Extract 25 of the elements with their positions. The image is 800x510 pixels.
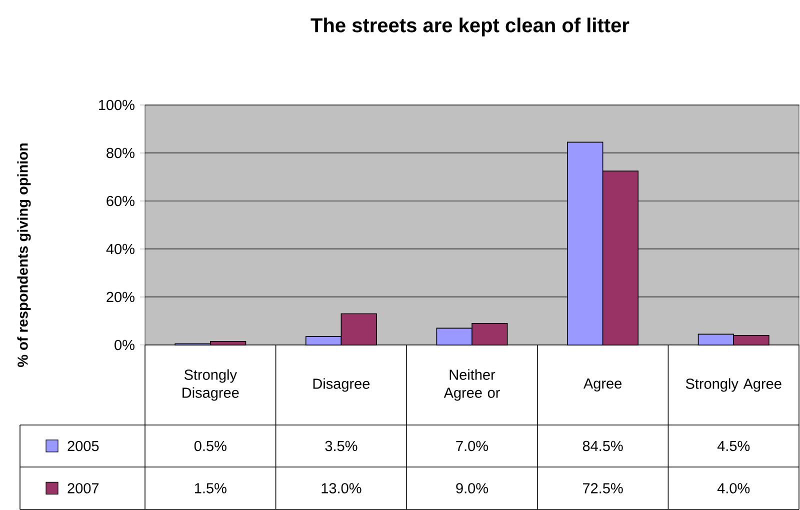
x-tick-label: Disagree: [313, 378, 370, 392]
data-label: 3.5%: [325, 440, 358, 452]
y-tick-label: 100%: [98, 100, 134, 110]
data-label: 4.0%: [717, 483, 750, 494]
data-label: 84.5%: [582, 440, 623, 452]
y-tick-label: 80%: [106, 148, 134, 158]
x-tick-label: Strongly Agree: [686, 378, 782, 392]
legend-label: 2007: [68, 483, 99, 494]
x-tick-label: Strongly Disagree: [182, 369, 239, 401]
data-label: 1.5%: [194, 483, 226, 494]
data-label: 9.0%: [456, 483, 488, 494]
y-tick-label: 20%: [106, 292, 134, 302]
y-tick-label: 0%: [114, 340, 134, 350]
y-axis-title: % of respondents giving opinion: [17, 143, 31, 367]
data-label: 4.5%: [717, 440, 750, 452]
x-tick-label: Neither Agree or: [444, 369, 500, 401]
chart-title: The streets are kept clean of litter: [310, 18, 630, 36]
y-tick-label: 60%: [106, 196, 134, 206]
x-tick-label: Agree: [583, 378, 622, 392]
data-label: 0.5%: [194, 440, 226, 452]
data-label: 72.5%: [582, 483, 623, 494]
data-label: 13.0%: [322, 483, 362, 494]
legend-label: 2005: [68, 440, 99, 452]
data-label: 7.0%: [456, 440, 488, 452]
y-tick-label: 40%: [106, 244, 134, 254]
